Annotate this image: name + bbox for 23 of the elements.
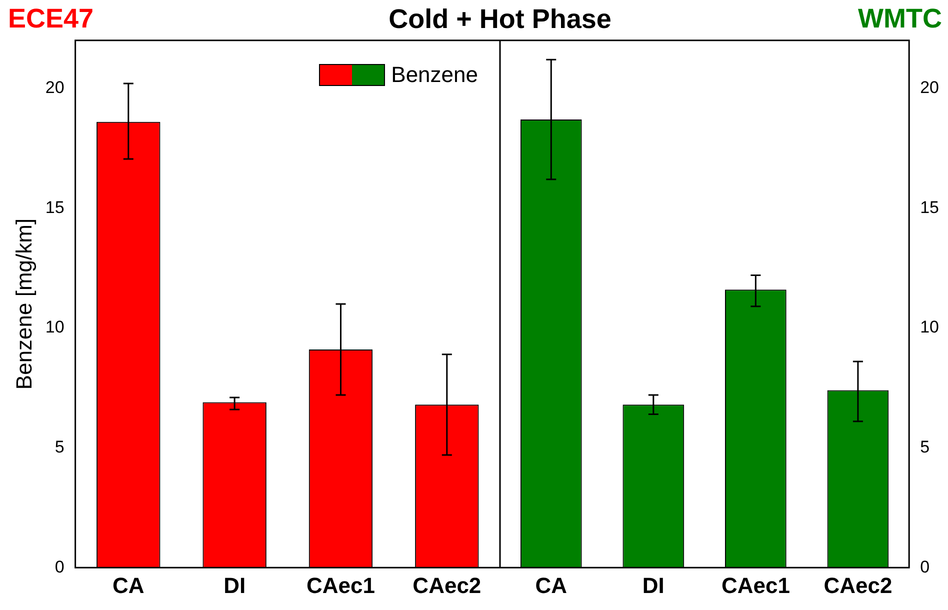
y-tick-label: 20 bbox=[920, 78, 940, 98]
y-tick-label: 20 bbox=[45, 78, 64, 98]
y-tick-label: 0 bbox=[920, 557, 930, 576]
y-tick-label: 15 bbox=[920, 198, 940, 217]
x-tick-label: DI bbox=[642, 572, 664, 598]
x-tick-label: CA bbox=[535, 572, 568, 598]
x-tick-label: DI bbox=[224, 572, 246, 598]
y-axis-title: Benzene [mg/km] bbox=[11, 218, 36, 390]
y-tick-label: 10 bbox=[45, 318, 64, 337]
y-tick-label: 0 bbox=[54, 557, 64, 576]
text: Cold + Hot Phase bbox=[388, 4, 612, 35]
chart-title: WMTC bbox=[858, 4, 942, 34]
x-tick-label: CAec1 bbox=[306, 572, 375, 598]
x-tick-label: CA bbox=[112, 572, 144, 598]
x-tick-label: CAec1 bbox=[721, 572, 790, 598]
y-tick-label: 15 bbox=[45, 198, 64, 217]
x-tick-label: CAec2 bbox=[412, 572, 482, 598]
chart-title: ECE47 bbox=[8, 4, 94, 34]
y-tick-label: 5 bbox=[54, 437, 64, 456]
legend-label: Benzene bbox=[391, 62, 478, 88]
y-tick-label: 10 bbox=[920, 318, 940, 337]
x-tick-label: CAec2 bbox=[824, 572, 892, 598]
y-tick-label: 5 bbox=[920, 437, 930, 456]
